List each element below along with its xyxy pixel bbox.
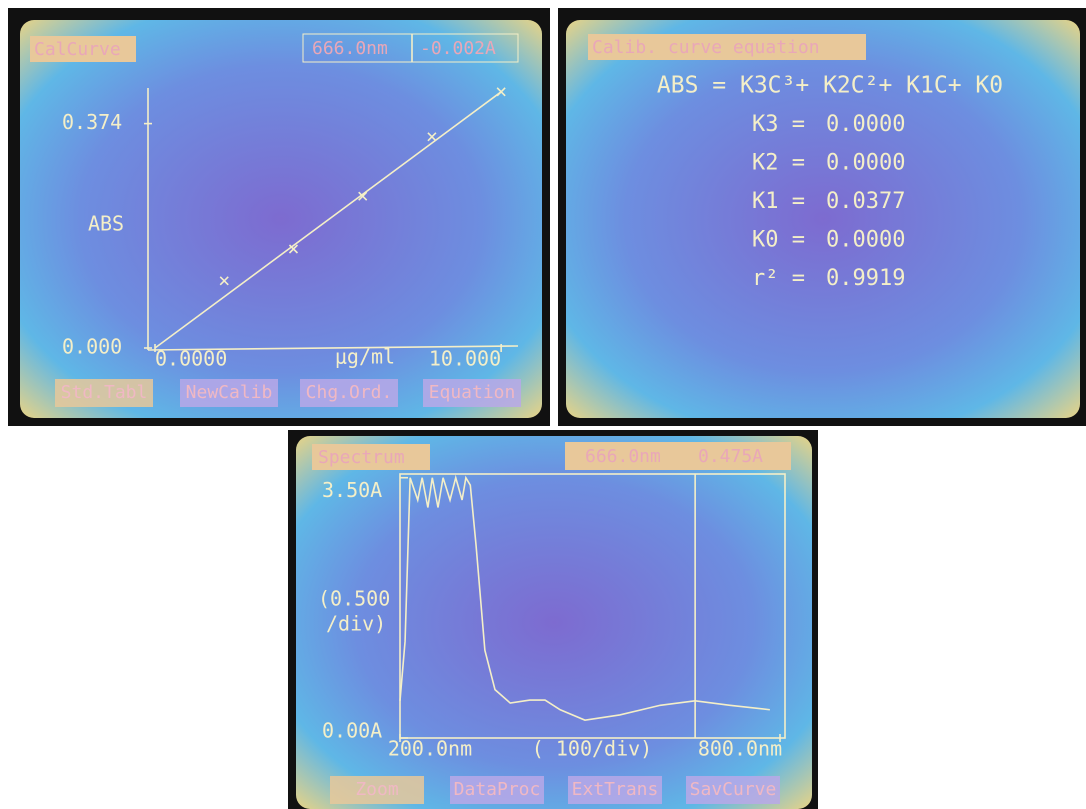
y-tick-label: 0.000 (62, 335, 122, 359)
coef-value: 0.9919 (826, 266, 905, 291)
coef-name: K3 = (752, 112, 805, 137)
button[interactable] (686, 776, 780, 804)
panel-title: CalCurve (34, 39, 121, 60)
button-label[interactable]: SavCurve (690, 779, 777, 800)
screen (566, 20, 1080, 418)
coef-name: K2 = (752, 151, 805, 176)
coef-name: K0 = (752, 228, 805, 253)
data-point (288, 244, 299, 254)
title-box (30, 36, 136, 62)
screen (20, 20, 542, 418)
data-point (219, 276, 229, 286)
wavelength: 666.0nm (312, 38, 388, 59)
plot-frame (399, 473, 786, 739)
x-axis (147, 345, 519, 351)
coef-value: 0.0000 (826, 112, 905, 137)
coef-value: 0.0000 (826, 151, 905, 176)
button-label[interactable]: Equation (429, 382, 516, 403)
button[interactable] (423, 379, 521, 407)
x-tick-label: 10.000 (429, 347, 501, 371)
button[interactable] (180, 379, 278, 407)
button[interactable] (330, 776, 424, 804)
spectrum-curve (399, 474, 770, 721)
button-label[interactable]: DataProc (454, 779, 541, 800)
absorbance: -0.002A (420, 38, 496, 59)
coef-value: 0.0000 (826, 228, 905, 253)
button[interactable] (55, 379, 153, 407)
button-label[interactable]: NewCalib (186, 382, 273, 403)
absorbance: 0.475A (698, 446, 763, 467)
data-point (496, 87, 506, 97)
x-tick-label: 200.0nm (388, 737, 472, 761)
fit-line (154, 91, 502, 349)
title-box (588, 34, 866, 60)
button[interactable] (300, 379, 398, 407)
button-label[interactable]: Zoom (355, 779, 398, 800)
y-axis-label: ABS (88, 212, 124, 236)
data-point (427, 132, 437, 142)
y-tick-label: 3.50A (322, 478, 382, 502)
title-box (312, 444, 430, 470)
button[interactable] (450, 776, 544, 804)
y-scale-label: (0.500 (318, 587, 390, 611)
wavelength: 666.0nm (585, 446, 661, 467)
coef-name: r² = (752, 266, 805, 291)
button-label[interactable]: Std.Tabl (61, 382, 148, 403)
panel-title: Calib. curve equation (592, 37, 820, 58)
coef-name: K1 = (752, 189, 805, 214)
button-label[interactable]: Chg.Ord. (306, 382, 393, 403)
screen (296, 436, 812, 809)
coef-value: 0.0377 (826, 189, 905, 214)
x-scale-label: ( 100/div) (532, 737, 652, 761)
y-tick-label: 0.00A (322, 719, 382, 743)
x-tick-label: 0.0000 (155, 347, 227, 371)
y-tick-label: 0.374 (62, 110, 122, 134)
panel-title: Spectrum (318, 447, 405, 468)
button-label[interactable]: ExtTrans (572, 779, 659, 800)
readout-box (302, 33, 519, 63)
button[interactable] (568, 776, 662, 804)
readout-box (565, 442, 791, 470)
formula: ABS = K3C³+ K2C²+ K1C+ K0 (657, 73, 1003, 99)
y-scale-label: /div) (326, 612, 386, 636)
data-point (358, 191, 368, 201)
x-tick-label: 800.0nm (698, 737, 782, 761)
